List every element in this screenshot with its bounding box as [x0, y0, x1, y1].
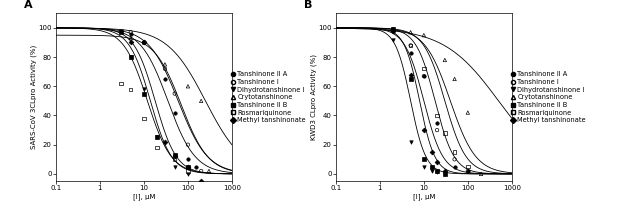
X-axis label: [I], μM: [I], μM [132, 193, 156, 200]
Point [388, 28, 398, 31]
Point [196, 169, 206, 173]
Point [406, 44, 415, 47]
Point [406, 140, 415, 144]
Point [152, 146, 162, 149]
Point [126, 55, 136, 59]
Point [183, 172, 193, 176]
Point [139, 117, 149, 120]
Point [388, 38, 398, 41]
Point [406, 77, 415, 81]
Point [440, 131, 450, 135]
Text: A: A [24, 0, 33, 10]
Point [116, 30, 126, 34]
Point [152, 136, 162, 139]
Point [388, 29, 398, 32]
Point [419, 74, 429, 78]
Point [432, 121, 442, 125]
Point [183, 158, 193, 161]
X-axis label: [I], μM: [I], μM [412, 193, 435, 200]
Point [116, 29, 126, 32]
Point [126, 36, 136, 40]
Point [432, 114, 442, 117]
Point [160, 67, 170, 70]
Point [388, 29, 398, 32]
Point [463, 169, 473, 173]
Point [419, 165, 429, 168]
Point [126, 55, 136, 59]
Point [419, 67, 429, 70]
Point [406, 44, 415, 47]
Point [170, 158, 180, 161]
Point [126, 88, 136, 91]
Point [139, 88, 149, 91]
Point [126, 30, 136, 34]
Point [388, 28, 398, 31]
Point [450, 165, 460, 168]
Point [139, 41, 149, 44]
Point [463, 165, 473, 168]
Point [160, 77, 170, 81]
Point [183, 84, 193, 88]
Point [427, 165, 437, 168]
Point [432, 171, 442, 174]
Point [139, 41, 149, 44]
Point [183, 143, 193, 147]
Point [432, 169, 442, 173]
Point [406, 51, 415, 54]
Point [450, 150, 460, 154]
Point [204, 169, 214, 173]
Point [170, 155, 180, 158]
Point [419, 158, 429, 161]
Point [432, 128, 442, 132]
Point [160, 63, 170, 66]
Point [170, 165, 180, 168]
Point [419, 74, 429, 78]
Legend: Tanshinone II A, Tanshinone I, Dihydrotanshinone I, Crytotanshinone, Tanshinone : Tanshinone II A, Tanshinone I, Dihydrota… [510, 71, 586, 123]
Point [183, 165, 193, 168]
Point [440, 172, 450, 176]
Point [419, 33, 429, 37]
Point [450, 77, 460, 81]
Legend: Tanshinone II A, Tanshinone I, Dihydrotanshinone I, Crytotanshinone, Tanshinone : Tanshinone II A, Tanshinone I, Dihydrota… [230, 71, 306, 123]
Point [170, 92, 180, 95]
Point [440, 58, 450, 62]
Y-axis label: KWD3 CLpro Activity (%): KWD3 CLpro Activity (%) [310, 54, 317, 140]
Point [126, 32, 136, 36]
Point [191, 165, 201, 168]
Point [427, 150, 437, 154]
Point [170, 153, 180, 157]
Point [139, 41, 149, 44]
Point [406, 73, 415, 76]
Point [139, 41, 149, 44]
Point [126, 41, 136, 44]
Y-axis label: SARS-CoV 3CLpro Activity (%): SARS-CoV 3CLpro Activity (%) [30, 45, 37, 149]
Point [152, 136, 162, 139]
Point [160, 140, 170, 144]
Point [450, 158, 460, 161]
Point [440, 169, 450, 173]
Point [139, 92, 149, 95]
Point [170, 111, 180, 114]
Point [463, 169, 473, 173]
Point [463, 111, 473, 114]
Point [427, 169, 437, 173]
Point [440, 172, 450, 176]
Point [116, 82, 126, 85]
Point [196, 179, 206, 183]
Point [183, 165, 193, 168]
Text: B: B [304, 0, 313, 10]
Point [476, 172, 486, 176]
Point [406, 30, 415, 34]
Point [419, 128, 429, 132]
Point [432, 160, 442, 164]
Point [183, 169, 193, 173]
Point [196, 99, 206, 103]
